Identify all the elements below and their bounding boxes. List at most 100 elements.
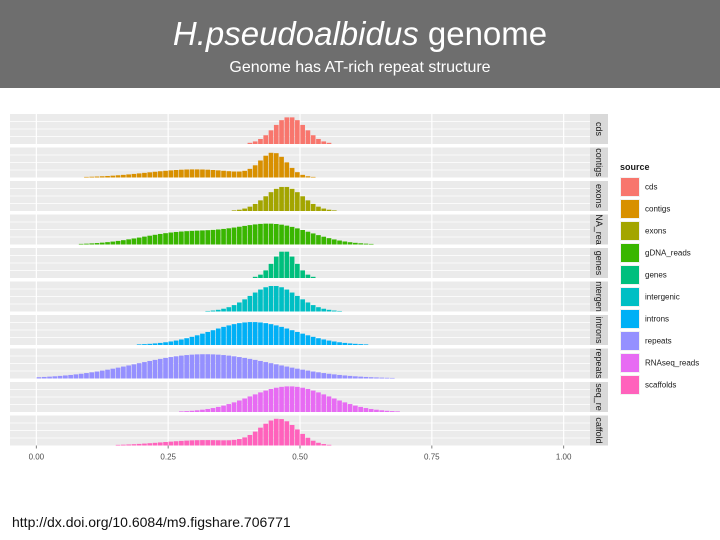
histogram-bar	[136, 443, 142, 446]
histogram-bar	[284, 251, 290, 278]
histogram-bar	[252, 203, 258, 211]
histogram-bar	[321, 208, 327, 211]
histogram-bar	[310, 176, 316, 178]
histogram-bar	[258, 360, 263, 379]
histogram-bar	[163, 357, 168, 379]
histogram-bar	[363, 376, 369, 379]
histogram-bar	[242, 357, 247, 379]
legend-swatch	[621, 310, 639, 328]
histogram-bar	[163, 170, 168, 178]
histogram-bar	[237, 323, 242, 345]
facet-label: exons	[594, 184, 604, 209]
histogram-bar	[273, 325, 279, 345]
histogram-bar	[310, 390, 316, 412]
histogram-bar	[205, 440, 211, 446]
histogram-bar	[284, 366, 290, 379]
slide-title-rest: genome	[418, 15, 548, 52]
histogram-bar	[252, 224, 258, 245]
histogram-bar	[305, 388, 311, 412]
histogram-bar	[205, 408, 211, 412]
histogram-bar	[52, 376, 58, 379]
histogram-bar	[231, 227, 237, 245]
histogram-bar	[395, 411, 400, 412]
histogram-bar	[226, 228, 232, 245]
histogram-bar	[210, 229, 216, 245]
histogram-bar	[326, 444, 332, 446]
histogram-bar	[247, 396, 253, 412]
histogram-bar	[342, 375, 348, 379]
histogram-bar	[242, 299, 247, 312]
histogram-bar	[200, 440, 205, 446]
histogram-bar	[147, 172, 153, 178]
histogram-bar	[305, 302, 311, 312]
histogram-bar	[226, 440, 232, 446]
histogram-bar	[189, 410, 195, 412]
histogram-bar	[252, 292, 258, 312]
histogram-bar	[284, 225, 290, 245]
x-axis-tick-label: 0.00	[29, 453, 45, 462]
histogram-bar	[310, 276, 316, 278]
doi-link[interactable]: http://dx.doi.org/10.6084/m9.figshare.70…	[12, 514, 291, 530]
histogram-bar	[368, 243, 374, 245]
histogram-bar	[279, 386, 284, 412]
histogram-bar	[379, 410, 385, 412]
histogram-bar	[231, 439, 237, 446]
facet-strip	[590, 181, 608, 211]
histogram-bar	[210, 310, 216, 312]
histogram-bar	[221, 308, 226, 312]
histogram-bar	[173, 356, 179, 379]
histogram-bar	[210, 330, 216, 345]
histogram-bar	[41, 376, 47, 379]
histogram-bar	[326, 142, 332, 144]
histogram-bar	[268, 286, 274, 312]
histogram-bar	[78, 243, 84, 245]
histogram-bar	[300, 299, 305, 312]
histogram-bar	[331, 310, 337, 312]
histogram-bar	[305, 130, 311, 144]
histogram-bar	[295, 368, 300, 379]
histogram-bar	[300, 229, 305, 245]
histogram-bar	[189, 440, 195, 446]
histogram-bar	[73, 374, 79, 379]
histogram-bar	[316, 206, 321, 211]
histogram-bar	[215, 406, 221, 412]
histogram-bar	[89, 176, 95, 178]
histogram-bar	[247, 434, 253, 446]
histogram-bar	[342, 241, 348, 245]
histogram-bar	[136, 173, 142, 178]
histogram-bar	[389, 377, 395, 379]
histogram-bar	[268, 420, 274, 446]
histogram-bar	[84, 373, 89, 379]
histogram-bar	[84, 243, 89, 245]
histogram-bar	[131, 444, 137, 446]
histogram-bar	[279, 186, 284, 211]
histogram-bar	[321, 394, 327, 412]
histogram-bar	[363, 344, 369, 345]
histogram-bar	[279, 419, 284, 446]
histogram-bar	[115, 367, 121, 379]
histogram-bar	[263, 270, 269, 278]
histogram-bar	[242, 398, 247, 412]
x-axis-tick-label: 1.00	[556, 453, 572, 462]
histogram-bar	[284, 386, 290, 412]
histogram-bar	[279, 120, 284, 144]
histogram-bar	[326, 373, 332, 379]
histogram-bar	[300, 433, 305, 446]
histogram-bar	[316, 372, 321, 379]
histogram-bar	[126, 444, 131, 446]
histogram-bar	[115, 175, 121, 178]
legend-swatch	[621, 244, 639, 262]
histogram-bar	[310, 135, 316, 144]
histogram-bar	[247, 358, 253, 379]
histogram-bar	[337, 374, 342, 379]
title-bar	[0, 0, 720, 88]
histogram-bar	[221, 170, 226, 178]
histogram-bar	[105, 175, 110, 178]
histogram-bar	[99, 242, 105, 245]
histogram-bar	[152, 234, 158, 245]
histogram-bar	[258, 427, 263, 446]
histogram-bar	[342, 402, 348, 412]
histogram-bar	[310, 233, 316, 245]
histogram-bar	[300, 124, 305, 144]
histogram-bar	[157, 171, 163, 178]
